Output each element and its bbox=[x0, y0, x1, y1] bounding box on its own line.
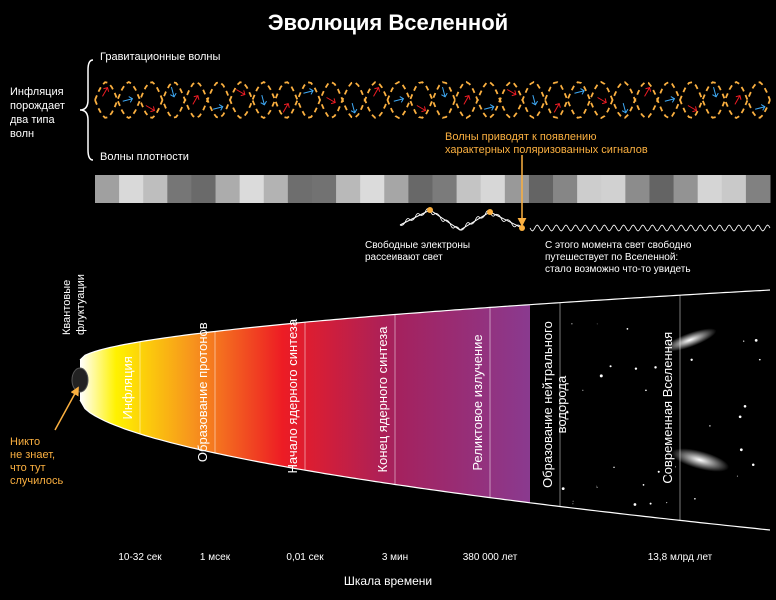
left-label: порождает bbox=[10, 100, 65, 112]
stage-label: Образование нейтрального bbox=[540, 321, 555, 488]
electron-dot bbox=[427, 207, 433, 213]
left-label: Инфляция bbox=[10, 86, 64, 98]
free-label: путешествует по Вселенной: bbox=[545, 252, 678, 263]
left-label: два типа bbox=[10, 114, 55, 126]
grav-waves-label: Гравитационные волны bbox=[100, 51, 220, 63]
scatter-label: Свободные электроны bbox=[365, 239, 470, 251]
time-tick: 3 мин bbox=[382, 552, 408, 563]
stage-label: Реликтовое излучение bbox=[470, 334, 485, 470]
time-tick: 1 мсек bbox=[200, 552, 231, 563]
quantum-label: Квантовые bbox=[61, 280, 73, 335]
stage-label: Современная Вселенная bbox=[660, 332, 675, 484]
time-tick: 10-32 сек bbox=[118, 552, 162, 563]
electron-dot bbox=[519, 225, 525, 231]
stage-label: Инфляция bbox=[120, 356, 135, 419]
title: Эволюция Вселенной bbox=[268, 10, 508, 35]
density-strip bbox=[95, 175, 771, 203]
quantum-label: флуктуации bbox=[75, 274, 87, 335]
electron-dot bbox=[487, 209, 493, 215]
time-tick: 0,01 сек bbox=[286, 552, 324, 563]
origin-blob bbox=[72, 368, 88, 392]
universe-evolution-diagram: Эволюция Вселенной Инфляция порождает дв… bbox=[0, 0, 776, 600]
nobody-label: Никто bbox=[10, 436, 40, 448]
stage-label: Образование протонов bbox=[195, 322, 210, 462]
stage-label: Конец ядерного синтеза bbox=[375, 326, 390, 473]
polar-label: Волны приводят к появлению bbox=[445, 131, 596, 143]
time-tick: 380 000 лет bbox=[463, 552, 518, 563]
nobody-label: не знает, bbox=[10, 449, 55, 461]
svg-text:водорода: водорода bbox=[554, 375, 569, 433]
time-tick: 13,8 млрд лет bbox=[648, 552, 713, 563]
left-label: волн bbox=[10, 128, 34, 140]
free-label: С этого момента свет свободно bbox=[545, 239, 692, 251]
polar-label: характерных поляризованных сигналов bbox=[445, 144, 648, 156]
time-axis-label: Шкала времени bbox=[344, 574, 432, 588]
nobody-label: что тут bbox=[10, 462, 46, 474]
stage-label: Начало ядерного синтеза bbox=[285, 318, 300, 473]
free-label: стало возможно что-то увидеть bbox=[545, 264, 691, 275]
density-waves-label: Волны плотности bbox=[100, 151, 189, 163]
nobody-label: случилось bbox=[10, 475, 63, 487]
background bbox=[0, 0, 776, 600]
scatter-label: рассеивают свет bbox=[365, 252, 443, 263]
